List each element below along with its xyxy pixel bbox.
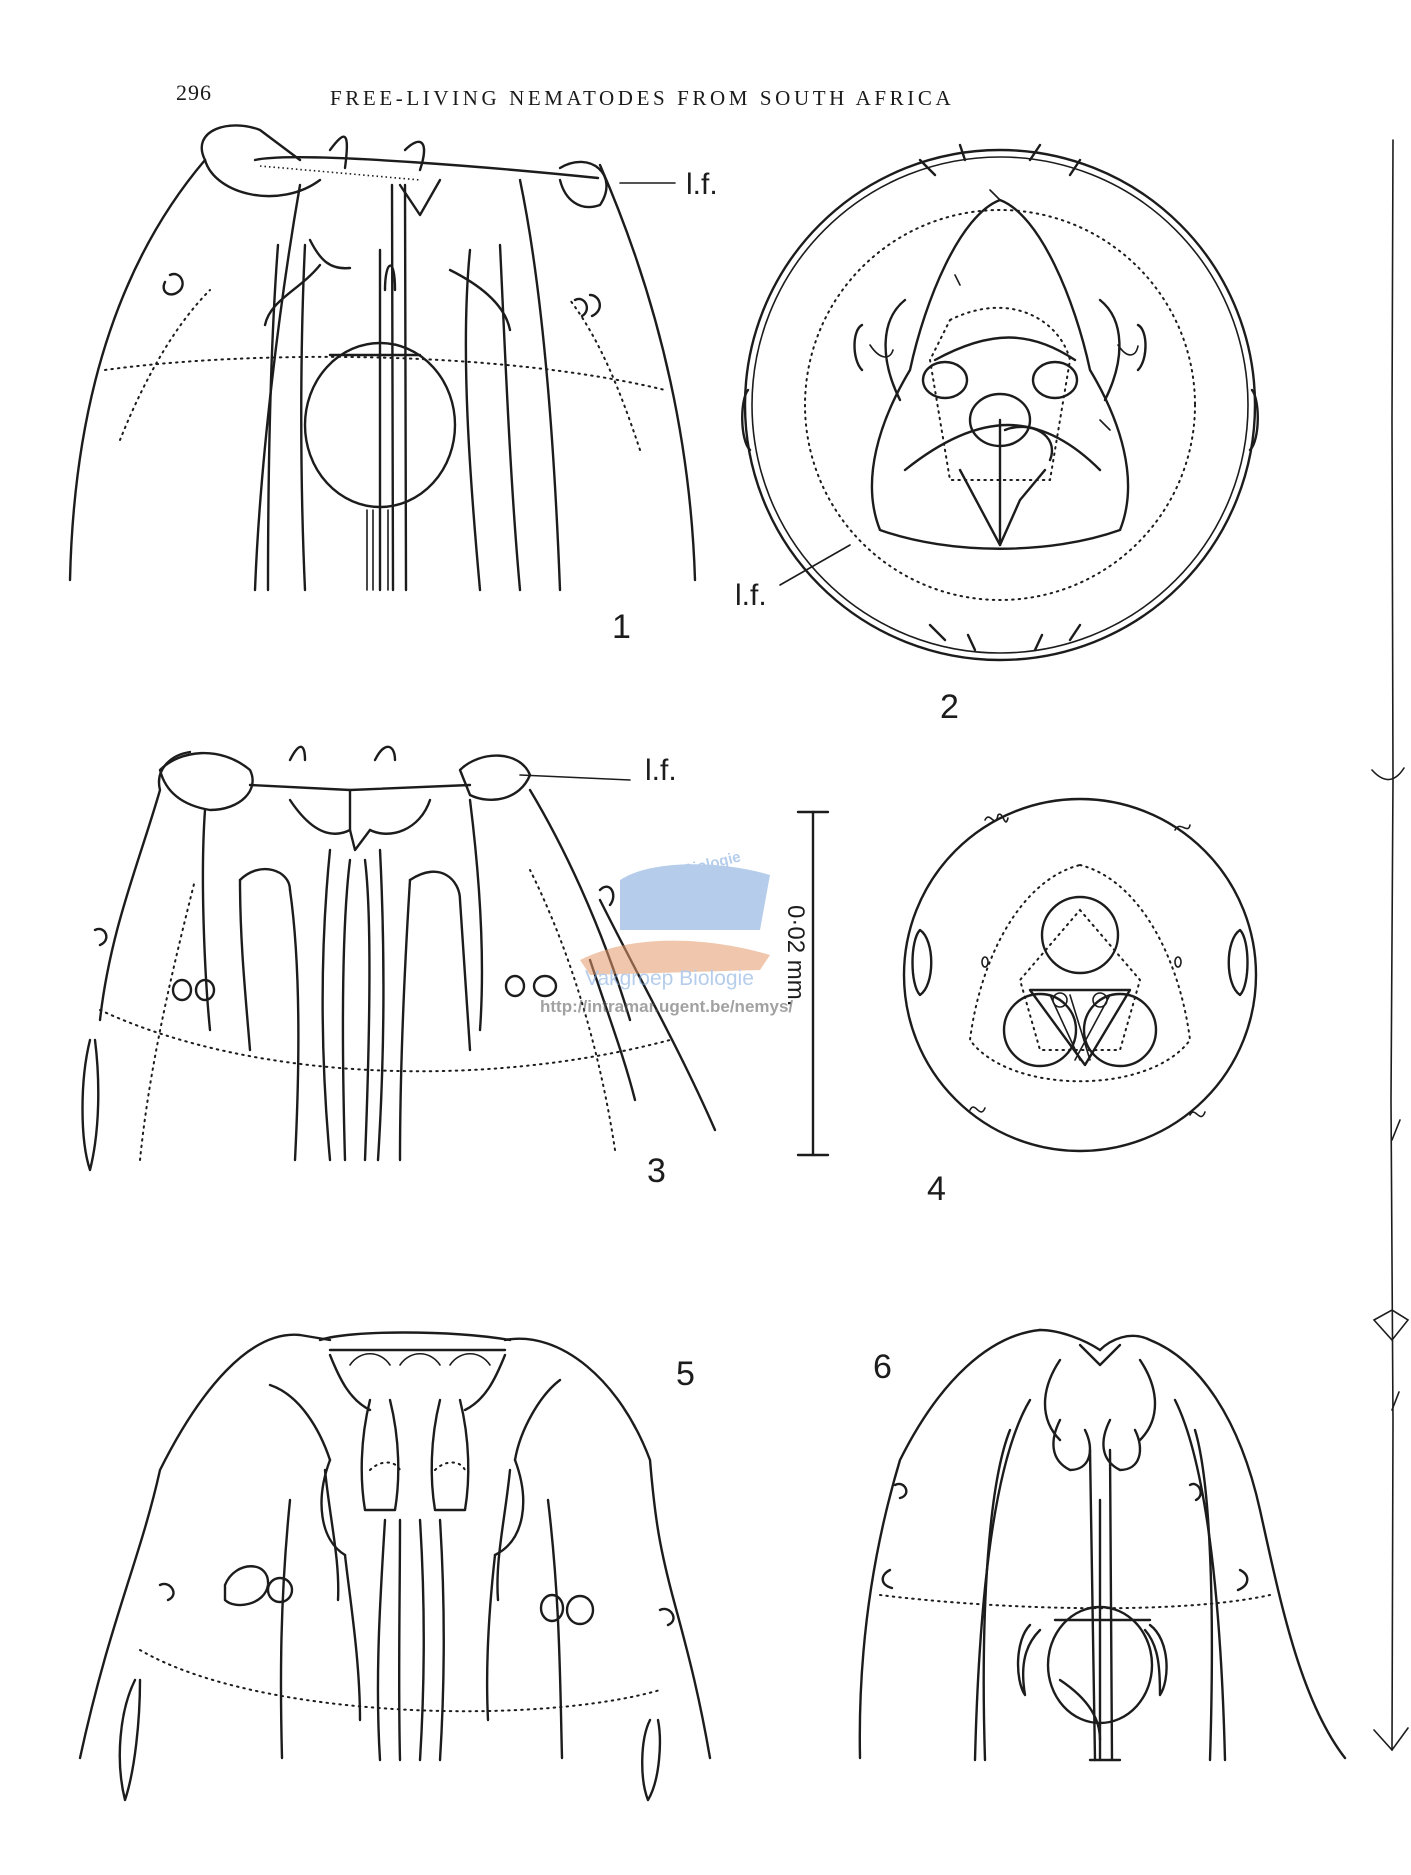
figure-3: l.f. 3 — [81, 745, 717, 1190]
scale-bar-label: 0·02 mm. — [782, 905, 809, 1006]
watermark-line2: Vakgroep Biologie — [585, 967, 754, 990]
fig3-number: 3 — [647, 1152, 666, 1190]
fig1-lf-label: l.f. — [686, 168, 718, 201]
figure-2: l.f. 2 — [735, 143, 1259, 726]
fig1-number: 1 — [612, 608, 631, 646]
page-number: 296 — [176, 80, 212, 105]
figure-6: 6 — [858, 1328, 1347, 1762]
running-title: FREE-LIVING NEMATODES FROM SOUTH AFRICA — [330, 86, 955, 110]
scale-bar: 0·02 mm. — [782, 810, 830, 1157]
watermark-url: http://intramar.ugent.be/nemys/ — [540, 997, 793, 1016]
fig5-number: 5 — [676, 1355, 695, 1393]
fig4-number: 4 — [927, 1170, 946, 1208]
fig2-lf-label: l.f. — [735, 579, 767, 612]
page-edge — [1371, 139, 1410, 1752]
fig3-lf-label: l.f. — [645, 754, 677, 787]
fig2-number: 2 — [940, 688, 959, 726]
figure-4: 4 — [902, 797, 1258, 1208]
watermark: Mariene Biologie Vakgroep Biologie http:… — [540, 848, 793, 1016]
fig6-number: 6 — [873, 1348, 892, 1386]
figure-5: 5 — [78, 1331, 712, 1802]
figure-1: l.f. 1 — [68, 124, 718, 646]
